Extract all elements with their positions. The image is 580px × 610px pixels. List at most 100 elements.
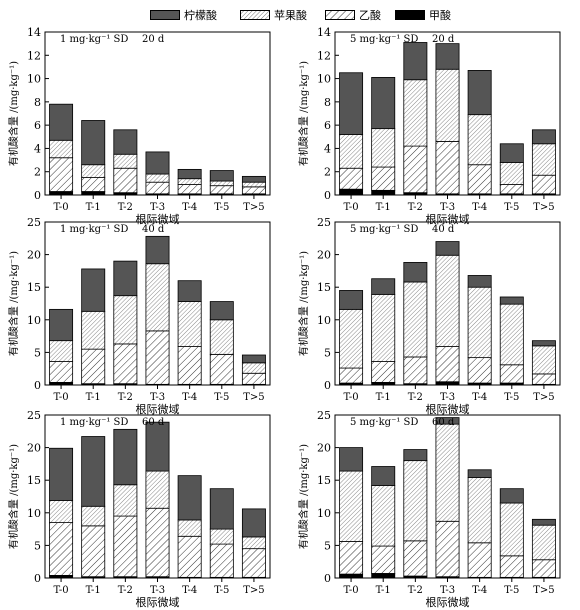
bar-segment-citric — [435, 43, 460, 70]
panel-annotation-dose: 1 mg·kg⁻¹ SD — [60, 34, 128, 45]
bar-segment-citric — [403, 42, 428, 81]
bar-segment-malic — [49, 340, 74, 362]
chart-panel-3: 0 5 10 15 20 25 T-0 T-1 T-2 T-3 T-4 T-5 T>5 1 mg·kg⁻¹… — [7, 216, 271, 416]
bar-segment-acetic — [81, 177, 106, 192]
bar-segment-malic — [435, 68, 460, 142]
bar-segment-malic — [209, 180, 234, 187]
bar-segment-citric — [241, 508, 266, 538]
panel-annotation-day: 60 d — [142, 417, 165, 428]
panel-annotation-day: 60 d — [432, 417, 455, 428]
bar-segment-acetic — [499, 184, 524, 195]
bar-segment-acetic — [113, 515, 138, 578]
bar-segment-malic — [241, 181, 266, 188]
x-tick-label: T-0 — [54, 392, 69, 403]
bar-segment-citric — [209, 488, 234, 530]
bar-segment-citric — [241, 354, 266, 364]
bar-segment-citric — [81, 120, 106, 166]
x-tick-label: T>5 — [243, 202, 264, 213]
y-tick-label: 20 — [27, 249, 41, 262]
x-axis-label: 根际微域 — [136, 595, 180, 609]
bar-segment-malic — [531, 524, 556, 561]
x-tick-label: T-5 — [214, 392, 229, 403]
bar-segment-malic — [467, 286, 492, 359]
bar-segment-citric — [209, 301, 234, 321]
x-tick-label: T>5 — [243, 585, 264, 596]
bar-segment-acetic — [241, 548, 266, 578]
y-tick-label: 14 — [27, 26, 41, 39]
x-tick-label: T-3 — [440, 202, 455, 213]
bar-segment-acetic — [177, 535, 202, 578]
bar-segment-malic — [339, 134, 364, 169]
x-tick-label: T-3 — [150, 392, 165, 403]
bar-segment-acetic — [371, 361, 396, 383]
panel-annotation-dose: 1 mg·kg⁻¹ SD — [60, 224, 128, 235]
x-tick-label: T-1 — [376, 202, 391, 213]
bar-segment-malic — [145, 173, 170, 183]
legend-item-acetic: 乙酸 — [325, 8, 381, 22]
bar-segment-malic — [403, 79, 428, 147]
bar-segment-citric — [531, 129, 556, 145]
bar-segment-citric — [371, 77, 396, 130]
y-axis-label: 有机酸含量 /(mg·kg⁻¹) — [297, 251, 310, 356]
bar-segment-acetic — [339, 367, 364, 384]
bar-segment-citric — [81, 268, 106, 312]
bar-segment-citric — [531, 518, 556, 526]
panel-annotation-day: 20 d — [142, 34, 165, 45]
bar-segment-acetic — [435, 346, 460, 383]
y-tick-label: 5 — [34, 539, 41, 552]
chart-panel-6: 0 5 10 15 20 25 T-0 T-1 T-2 T-3 T-4 T-5 T>5 5 mg·kg⁻¹… — [297, 409, 561, 609]
bar-segment-acetic — [145, 181, 170, 195]
bar-segment-citric — [145, 235, 170, 265]
y-tick-label: 8 — [324, 96, 331, 109]
legend-swatch-acetic — [325, 10, 355, 20]
bar-segment-malic — [241, 536, 266, 550]
bar-segment-malic — [403, 460, 428, 542]
bar-segment-malic — [241, 362, 266, 374]
bar-segment-citric — [499, 488, 524, 504]
chart-panel-5: 0 5 10 15 20 25 T-0 T-1 T-2 T-3 T-4 T-5 T>5 1 mg·kg⁻¹… — [7, 409, 271, 609]
bar-segment-acetic — [339, 167, 364, 190]
y-tick-label: 10 — [27, 314, 41, 327]
x-tick-label: T>5 — [533, 392, 554, 403]
y-tick-label: 12 — [317, 49, 331, 62]
y-tick-label: 15 — [317, 281, 331, 294]
bar-segment-acetic — [241, 186, 266, 195]
bar-segment-citric — [499, 296, 524, 305]
x-tick-label: T-2 — [408, 585, 423, 596]
bar-segment-acetic — [403, 540, 428, 577]
bar-segment-acetic — [177, 184, 202, 195]
bar-segment-citric — [113, 428, 138, 486]
bar-segment-acetic — [435, 520, 460, 578]
x-tick-label: T-1 — [86, 392, 101, 403]
y-tick-label: 0 — [34, 379, 41, 392]
x-tick-label: T-5 — [504, 202, 519, 213]
x-tick-label: T>5 — [533, 585, 554, 596]
bar-segment-acetic — [531, 559, 556, 578]
bar-segment-acetic — [435, 141, 460, 195]
y-tick-label: 0 — [324, 379, 331, 392]
x-tick-label: T-3 — [150, 202, 165, 213]
y-tick-label: 20 — [27, 442, 41, 455]
y-tick-label: 25 — [317, 409, 331, 422]
bar-segment-citric — [339, 72, 364, 135]
y-tick-label: 0 — [324, 189, 331, 202]
legend-label-acetic: 乙酸 — [359, 9, 381, 22]
bar-segment-acetic — [467, 164, 492, 195]
panel-annotation-dose: 1 mg·kg⁻¹ SD — [60, 417, 128, 428]
x-tick-label: T-4 — [472, 202, 487, 213]
legend-item-citric: 柠檬酸 — [150, 8, 217, 22]
bar-segment-formic — [339, 188, 364, 196]
x-tick-label: T-5 — [214, 585, 229, 596]
bar-segment-malic — [499, 303, 524, 366]
legend-item-formic: 甲酸 — [395, 8, 451, 22]
bar-segment-acetic — [177, 346, 202, 385]
x-tick-label: T-4 — [472, 585, 487, 596]
x-tick-label: T>5 — [533, 202, 554, 213]
bar-segment-formic — [371, 573, 396, 579]
bar-segment-malic — [499, 161, 524, 185]
bar-segment-citric — [403, 262, 428, 283]
x-tick-label: T-5 — [214, 202, 229, 213]
bar-segment-malic — [49, 139, 74, 159]
y-tick-label: 25 — [27, 409, 41, 422]
x-tick-label: T-1 — [86, 202, 101, 213]
